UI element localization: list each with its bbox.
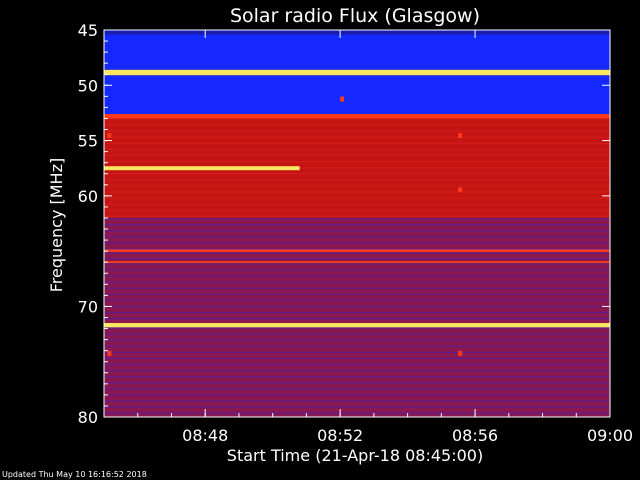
band-texture-line	[104, 118, 610, 120]
frequency-band-10	[104, 263, 610, 324]
burst-event-0	[104, 166, 300, 171]
band-texture-line	[104, 293, 610, 295]
band-texture-line	[104, 161, 610, 163]
burst-event-2	[458, 133, 463, 139]
band-texture-line	[104, 258, 610, 260]
band-texture-line	[104, 388, 610, 390]
x-tick-label: 09:00	[587, 426, 633, 445]
update-timestamp: Updated Thu May 10 16:16:52 2018	[2, 470, 147, 479]
band-texture-line	[104, 215, 610, 217]
band-texture-line	[104, 197, 610, 199]
band-texture-line	[104, 124, 610, 126]
band-texture-line	[104, 327, 610, 329]
band-texture-line	[104, 339, 610, 341]
chart-title: Solar radio Flux (Glasgow)	[230, 5, 480, 27]
frequency-band-7	[104, 248, 610, 253]
band-texture-line	[104, 217, 610, 220]
y-tick-label: 70	[78, 297, 98, 316]
band-texture-line	[104, 224, 610, 226]
band-texture-line	[104, 311, 610, 314]
band-texture-line	[104, 299, 610, 301]
band-texture-line	[104, 242, 610, 244]
band-texture-line	[104, 148, 610, 151]
band-texture-line	[104, 248, 610, 250]
frequency-band-6	[104, 217, 610, 249]
burst-event-1	[340, 96, 345, 102]
y-tick-label: 50	[78, 76, 98, 95]
band-texture-line	[104, 394, 610, 396]
band-texture-line	[104, 376, 610, 378]
band-texture-line	[104, 185, 610, 187]
band-texture-line	[104, 154, 610, 157]
band-texture-line	[104, 345, 610, 347]
x-tick-label: 08:48	[182, 426, 228, 445]
band-texture-line	[104, 351, 610, 353]
band-texture-line	[104, 269, 610, 271]
band-texture-line	[104, 130, 610, 132]
frequency-band-11	[104, 323, 610, 328]
y-tick-label: 60	[78, 187, 98, 206]
band-texture-line	[104, 263, 610, 265]
band-texture-line	[104, 236, 610, 238]
plot-area	[103, 29, 611, 418]
burst-event-5	[107, 133, 112, 139]
band-texture-line	[104, 357, 610, 360]
y-tick-label: 45	[78, 21, 98, 40]
frequency-band-9	[104, 261, 610, 264]
frequency-band-3	[104, 75, 610, 115]
band-texture-line	[104, 203, 610, 205]
band-texture-line	[104, 142, 610, 144]
band-texture-line	[104, 281, 610, 283]
band-texture-line	[104, 318, 610, 320]
burst-event-4	[458, 350, 463, 356]
frequency-band-8	[104, 252, 610, 262]
band-texture-line	[104, 209, 610, 211]
band-texture-line	[104, 173, 610, 175]
band-texture-line	[104, 179, 610, 181]
x-axis: 08:48 08:52 08:56 09:00	[103, 30, 633, 445]
y-tick-label: 80	[78, 408, 98, 427]
band-texture-line	[104, 363, 610, 366]
x-tick-label: 08:52	[317, 426, 363, 445]
band-texture-line	[104, 230, 610, 232]
x-axis-label: Start Time (21-Apr-18 08:45:00)	[227, 446, 483, 465]
frequency-band-2	[104, 69, 610, 76]
frequency-band-1	[104, 34, 610, 70]
x-tick-label: 08:56	[452, 426, 498, 445]
band-texture-line	[104, 252, 610, 254]
band-texture-line	[104, 412, 610, 414]
band-texture-line	[104, 370, 610, 372]
band-texture-line	[104, 287, 610, 289]
burst-event-3	[458, 187, 463, 193]
band-texture-line	[104, 406, 610, 408]
band-texture-line	[104, 305, 610, 308]
y-tick-label: 55	[78, 132, 98, 151]
frequency-band-12	[104, 327, 610, 417]
band-texture-line	[104, 167, 610, 169]
plot-frame	[103, 29, 611, 418]
band-texture-line	[104, 275, 610, 277]
band-texture-line	[104, 400, 610, 402]
burst-event-6	[107, 350, 112, 356]
y-axis-label: Frequency [MHz]	[47, 158, 66, 292]
band-texture-line	[104, 382, 610, 384]
y-axis: 45 50 55 60 70 80	[78, 21, 610, 427]
frequency-band-0	[104, 30, 610, 35]
band-texture-line	[104, 333, 610, 335]
band-texture-line	[104, 136, 610, 138]
frequency-band-4	[104, 114, 610, 119]
band-texture-line	[104, 191, 610, 193]
